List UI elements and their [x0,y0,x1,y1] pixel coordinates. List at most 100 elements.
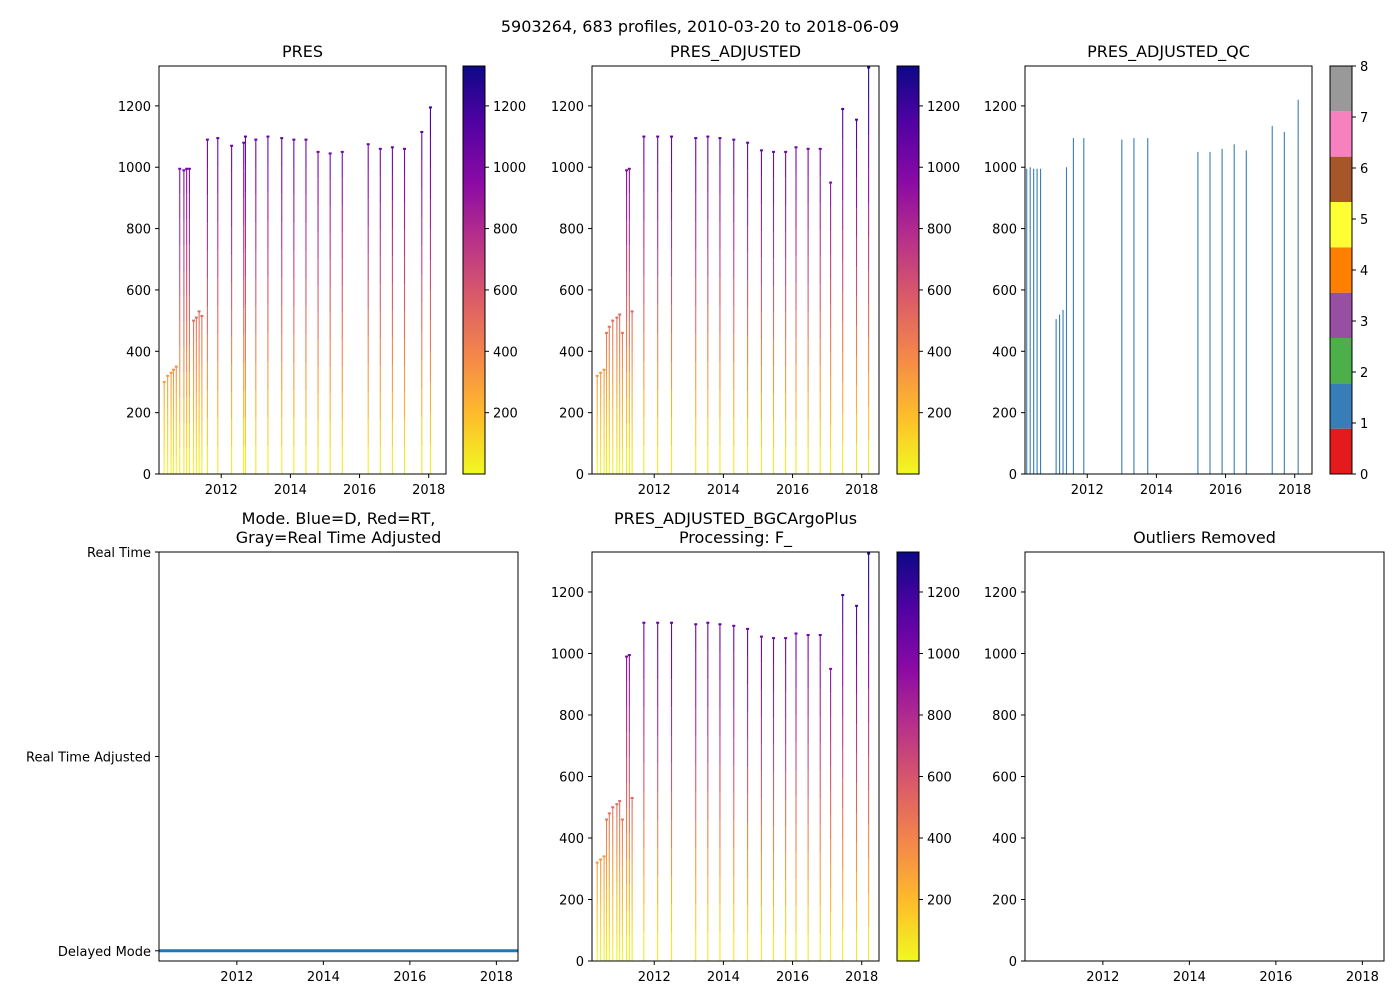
axes-frame [1024,551,1385,962]
profile-mark [328,152,332,474]
x-tick-label: 2012 [1086,970,1119,985]
y-tick-label: 400 [992,832,1017,847]
colorbar-tick-label: 800 [927,709,952,724]
y-tick-label: 1200 [551,586,584,601]
profile-mark [607,325,611,474]
y-tick-label: 1200 [984,586,1017,601]
y-tick-label: 200 [559,407,584,422]
y-tick-label: 1000 [118,161,151,176]
profile-mark [794,632,798,961]
colorbar-tick-label: 1000 [927,647,960,662]
y-tick-label: 800 [559,709,584,724]
profile-mark [855,604,859,961]
y-tick-label: 0 [576,468,584,483]
profile-mark [605,818,609,961]
y-tick-label: 200 [992,407,1017,422]
plot-area [595,552,871,961]
y-tick-label: 200 [126,407,151,422]
colorbar-tick-label: 1200 [927,100,960,115]
qc-flag-swatch [1330,111,1352,157]
qc-flag-swatch [1330,383,1352,429]
x-tick-label: 2018 [845,483,878,498]
profile-mark [595,374,599,474]
profile-mark [867,552,871,961]
colorbar-tick-label: 1000 [493,161,526,176]
y-tick-label: 600 [559,770,584,785]
panel-outliers: Outliers Removed 2012 2014 2016 2018 0 200 400 6… [984,528,1385,985]
profile-mark [595,861,599,961]
profile-mark [718,137,722,474]
profile-mark [772,150,776,474]
profile-mark [656,135,660,474]
colorbar-tick-label: 800 [493,223,518,238]
profile-mark [746,141,750,474]
profile-mark [841,594,845,961]
panel-title: PRES [282,42,323,61]
colorbar: 0 1 2 3 4 5 6 7 8 [1329,60,1368,483]
x-tick-label: 2012 [638,970,671,985]
x-tick-label: 2014 [1173,970,1206,985]
y-tick-label: Delayed Mode [58,945,151,960]
profile-mark [627,167,631,474]
y-tick-label: 1200 [118,100,151,115]
axes-frame [1024,65,1313,475]
colorbar-tick-label: 600 [927,770,952,785]
colorbar-tick-label: 200 [927,407,952,422]
profile-mark [611,319,615,474]
x-tick-label: 2016 [343,483,376,498]
y-tick-label: 0 [1009,955,1017,970]
profile-mark [205,138,209,474]
colorbar-tick-label: 1000 [927,161,960,176]
x-tick-label: 2014 [707,970,740,985]
plot-area [595,66,871,474]
profile-mark [630,310,634,474]
x-tick-label: 2012 [1071,483,1104,498]
colorbar: 200 400 600 800 1000 1200 [462,65,526,475]
qc-flag-swatch [1330,428,1352,474]
profile-mark [169,371,173,474]
profile-mark [670,621,674,961]
profile-mark [174,365,178,474]
profile-mark [390,146,394,474]
colorbar-tick-label: 2 [1360,366,1368,381]
panel-title-line: Mode. Blue=D, Red=RT, [242,509,436,528]
colorbar: 200 400 600 800 1000 1200 [896,551,960,962]
y-tick-label: 800 [126,223,151,238]
y-tick-label: 1000 [984,647,1017,662]
y-tick-label: 1000 [551,647,584,662]
x-tick-label: 2014 [707,483,740,498]
x-tick-label: 2016 [1209,483,1242,498]
profile-mark [316,150,320,474]
x-tick-label: 2012 [205,483,238,498]
profile-mark [266,135,270,474]
colorbar: 200 400 600 800 1000 1200 [896,65,960,475]
profile-mark [607,812,611,961]
profile-mark [829,181,833,474]
y-tick-label: 600 [992,770,1017,785]
profile-mark [243,135,247,474]
profile-mark [794,146,798,474]
profile-mark [694,137,698,474]
panel-title-line: Gray=Real Time Adjusted [236,528,442,547]
colorbar-tick-label: 5 [1360,213,1368,228]
y-tick-label: 0 [576,955,584,970]
colorbar-tick-label: 400 [927,832,952,847]
x-tick-label: 2014 [1140,483,1173,498]
qc-flag-swatch [1330,338,1352,384]
y-tick-label: 800 [559,223,584,238]
profile-mark [187,167,191,474]
profile-mark [182,169,186,474]
x-tick-label: 2018 [480,970,513,985]
colorbar-tick-label: 600 [927,284,952,299]
profile-mark [642,621,646,961]
profile-mark [216,137,220,474]
profile-mark [162,380,166,474]
panel-pres: PRES 2012 2014 2016 2018 0 200 400 600 800 1000 120… [118,42,526,498]
profile-mark [772,637,776,961]
profile-mark [292,138,296,474]
profile-mark [403,147,407,474]
colorbar-tick-label: 0 [1360,468,1368,483]
x-tick-label: 2018 [1278,483,1311,498]
x-tick-label: 2018 [845,970,878,985]
